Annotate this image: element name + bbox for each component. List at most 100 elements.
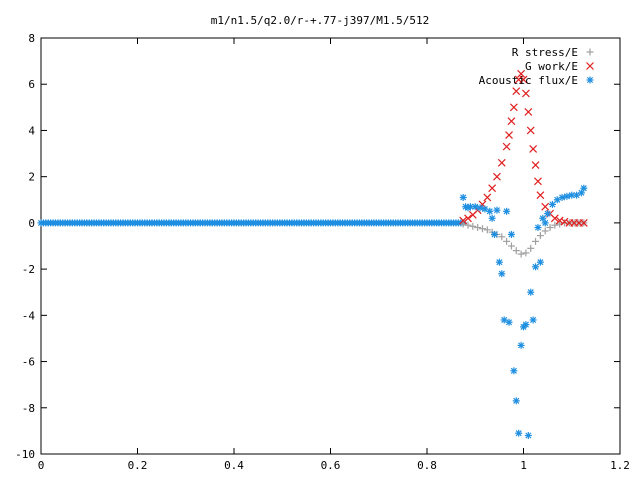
data-point (498, 233, 506, 241)
data-point (522, 249, 530, 257)
data-point (524, 108, 533, 116)
data-point (541, 202, 550, 211)
legend-label: G work/E (525, 60, 578, 73)
data-point (486, 207, 494, 215)
data-point (483, 193, 492, 202)
data-point (471, 203, 479, 211)
chart-title: m1/n1.5/q2.0/r-+.77-j397/M1.5/512 (211, 14, 430, 27)
data-point (555, 216, 564, 225)
legend-label: Acoustic flux/E (479, 74, 578, 87)
data-point (517, 250, 525, 258)
y-tick-label: -6 (22, 356, 35, 369)
data-point (507, 230, 515, 238)
data-point (476, 204, 484, 212)
data-point (512, 247, 520, 255)
data-point (534, 177, 542, 186)
y-tick-label: -2 (22, 263, 35, 276)
data-point (464, 214, 472, 223)
x-tick-label: 1.2 (610, 459, 630, 472)
data-point (493, 206, 501, 214)
x-axis: 0 0.2 0.4 0.6 0.8 1 1.2 (38, 38, 630, 472)
legend-marker (586, 62, 594, 70)
data-point (515, 429, 523, 437)
data-point (512, 87, 521, 96)
data-point (478, 225, 486, 233)
y-tick-label: -10 (15, 448, 35, 461)
data-point (546, 224, 554, 232)
data-point (507, 242, 515, 250)
x-tick-label: 0.8 (417, 459, 437, 472)
x-tick-label: 0 (38, 459, 45, 472)
data-point (531, 161, 540, 170)
data-point (503, 207, 511, 215)
data-point (527, 244, 535, 252)
legend-marker (586, 76, 594, 84)
data-point (464, 221, 472, 229)
data-point (526, 126, 535, 135)
data-point (536, 258, 544, 266)
data-point (580, 184, 588, 192)
data-point (550, 214, 559, 223)
data-point (563, 192, 571, 200)
y-axis: 8 6 4 2 0 -2 -4 -6 -8 -10 (15, 32, 620, 461)
data-point (527, 288, 535, 296)
data-point (503, 237, 511, 245)
data-point (459, 193, 467, 201)
data-point (488, 214, 496, 222)
data-point (502, 142, 511, 151)
legend-label: R stress/E (512, 46, 578, 59)
data-point (558, 193, 566, 201)
x-tick-label: 0.6 (321, 459, 341, 472)
y-tick-label: -8 (22, 402, 35, 415)
data-point (529, 316, 537, 324)
data-point (519, 75, 528, 84)
data-point (495, 258, 503, 266)
data-point (474, 224, 482, 232)
data-point (560, 217, 569, 226)
data-point (505, 318, 513, 326)
data-point (517, 69, 526, 78)
data-point (532, 237, 540, 245)
data-point (512, 397, 520, 405)
data-point (579, 218, 588, 227)
data-point (553, 196, 561, 204)
data-point (548, 200, 556, 208)
data-point (510, 367, 518, 375)
data-point (498, 270, 506, 278)
data-point (536, 232, 544, 240)
series-layer (37, 69, 588, 440)
data-point (509, 103, 518, 112)
data-point (483, 226, 491, 234)
x-tick-label: 0.4 (224, 459, 244, 472)
x-tick-label: 0.2 (128, 459, 148, 472)
y-tick-label: 6 (28, 78, 35, 91)
data-point (534, 224, 542, 232)
x-tick-label: 1 (520, 459, 527, 472)
data-point (459, 216, 468, 225)
y-tick-label: 4 (28, 124, 35, 137)
data-point (551, 221, 559, 229)
data-point (529, 145, 538, 153)
y-tick-label: 2 (28, 171, 35, 184)
data-point (521, 89, 530, 98)
data-point (491, 230, 499, 238)
data-point (488, 184, 497, 193)
data-point (505, 131, 513, 139)
plot-frame (40, 37, 621, 455)
y-tick-label: -4 (22, 309, 36, 322)
data-point (541, 219, 549, 227)
data-point (536, 191, 545, 200)
y-tick-label: 0 (28, 217, 35, 230)
data-point (541, 227, 549, 235)
y-tick-label: 8 (28, 32, 35, 45)
data-point (469, 222, 477, 230)
data-point (493, 172, 501, 181)
data-point (459, 220, 467, 228)
data-point (524, 432, 532, 440)
data-point (532, 263, 540, 271)
data-point (522, 321, 530, 329)
data-point (544, 210, 552, 218)
legend-marker (586, 48, 594, 56)
